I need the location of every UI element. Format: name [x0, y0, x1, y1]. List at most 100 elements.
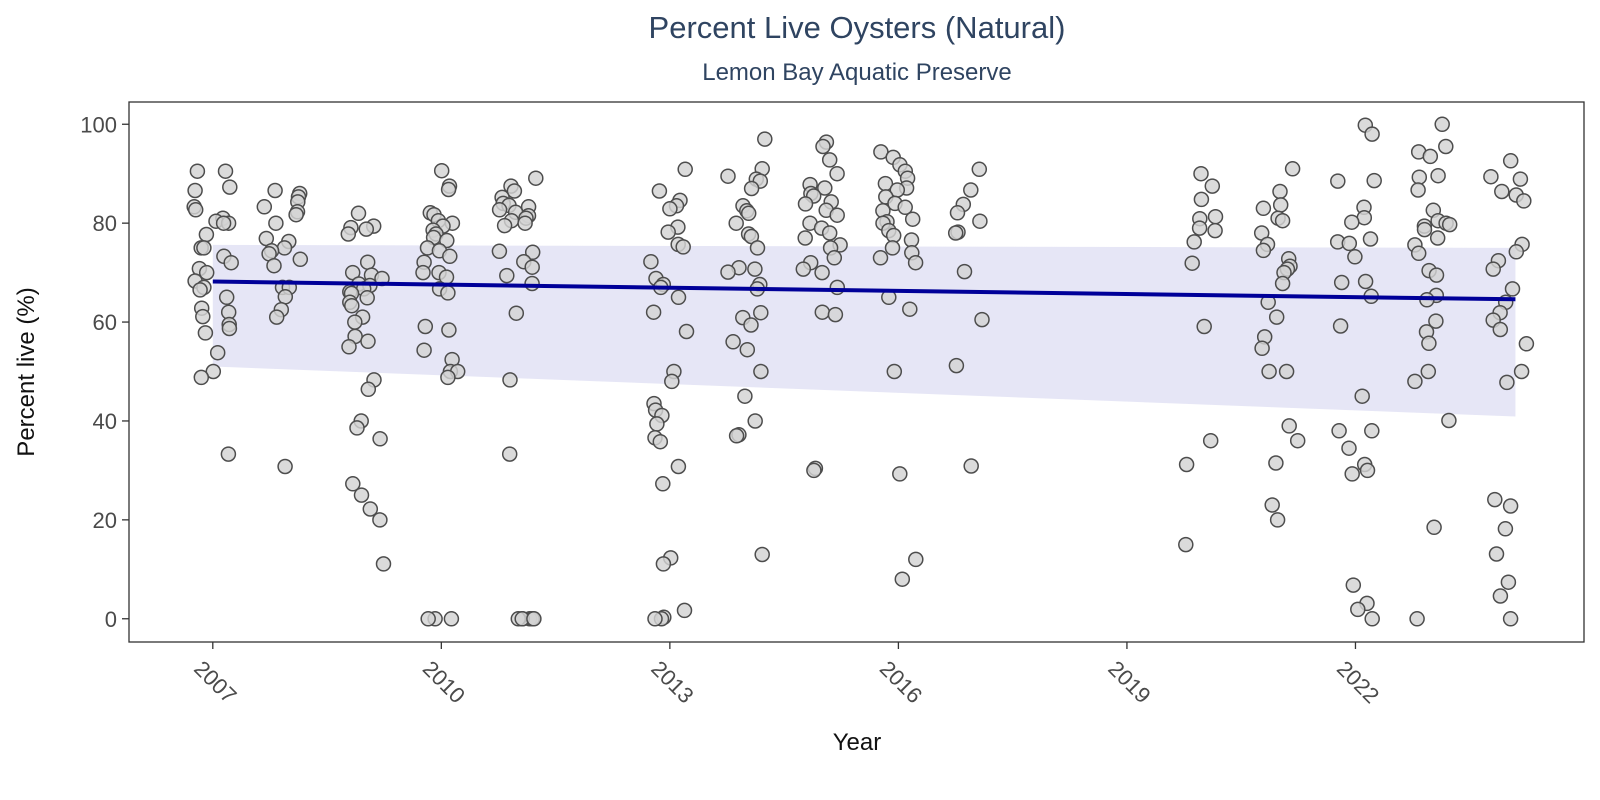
data-point [1512, 171, 1529, 187]
data-point [740, 205, 757, 222]
data-point [195, 308, 211, 325]
data-point [1364, 126, 1380, 142]
data-point [1508, 244, 1525, 260]
data-point [1502, 611, 1519, 627]
data-point [797, 196, 814, 212]
data-point [670, 458, 687, 475]
data-point [678, 323, 695, 340]
data-point [266, 257, 282, 274]
data-point [502, 372, 518, 388]
data-point [209, 344, 226, 361]
chart-title: Percent Live Oysters (Natural) [649, 10, 1066, 45]
data-point [743, 317, 759, 333]
data-point [1410, 182, 1426, 198]
data-point [1193, 191, 1210, 208]
data-point [353, 487, 370, 503]
data-point [349, 420, 365, 436]
data-point [524, 244, 541, 261]
data-point [417, 318, 434, 335]
data-point [814, 304, 831, 320]
data-point [1362, 231, 1379, 247]
data-point [277, 289, 294, 305]
data-point [1516, 193, 1532, 209]
data-point [440, 181, 457, 198]
data-point [817, 180, 833, 196]
data-point [506, 183, 523, 199]
data-point [1178, 536, 1194, 553]
data-point [416, 342, 432, 358]
data-point [747, 413, 763, 429]
data-point [1255, 200, 1272, 217]
data-point [1410, 245, 1427, 262]
data-point [1494, 183, 1510, 200]
x-tick-label: 2007 [189, 656, 241, 708]
data-point [256, 199, 273, 215]
data-point [907, 254, 924, 271]
data-point [652, 433, 669, 450]
data-point [1483, 168, 1499, 185]
data-point [1344, 214, 1360, 230]
data-point [345, 476, 361, 492]
data-point [948, 357, 965, 374]
data-point [1438, 138, 1454, 155]
data-point [440, 369, 456, 386]
data-point [675, 239, 691, 255]
data-point [903, 232, 920, 248]
x-axis-title: Year [833, 729, 882, 756]
data-point [1434, 116, 1450, 133]
data-point [1268, 309, 1285, 325]
y-tick-label: 20 [93, 508, 117, 533]
data-point [442, 248, 458, 265]
data-point [821, 152, 838, 168]
data-point [198, 226, 215, 243]
data-point [359, 290, 375, 306]
data-point [1289, 432, 1306, 449]
data-point [420, 611, 436, 627]
data-point [360, 333, 376, 350]
data-point [664, 373, 680, 390]
data-point [651, 183, 668, 199]
data-point [1196, 318, 1212, 335]
data-point [757, 131, 773, 147]
data-point [1255, 242, 1272, 259]
data-point [1416, 221, 1433, 238]
data-point [215, 215, 232, 231]
data-point [1499, 374, 1515, 391]
x-tick-label: 2022 [1332, 656, 1384, 708]
data-point [829, 165, 845, 182]
data-point [676, 602, 693, 619]
data-point [1345, 577, 1362, 593]
data-point [1341, 235, 1358, 252]
data-point [1518, 336, 1535, 352]
data-point [662, 201, 678, 217]
data-point [1502, 498, 1519, 514]
data-point [268, 215, 284, 231]
data-point [496, 217, 513, 234]
data-point [892, 466, 908, 482]
data-point [1333, 274, 1350, 291]
data-point [1364, 423, 1380, 439]
data-point [1497, 521, 1514, 537]
data-point [743, 180, 760, 197]
data-point [491, 243, 508, 260]
x-tick-label: 2013 [646, 656, 698, 708]
x-tick-label: 2010 [418, 656, 470, 708]
data-point [433, 162, 450, 179]
data-point [1428, 267, 1445, 283]
data-point [1191, 220, 1208, 236]
data-point [499, 267, 515, 284]
data-point [1268, 455, 1284, 471]
data-point [362, 501, 379, 517]
data-point [189, 163, 206, 179]
data-point [1331, 423, 1347, 439]
data-point [508, 305, 525, 321]
y-tick-label: 100 [80, 112, 117, 137]
data-point [1178, 456, 1195, 473]
data-point [526, 611, 542, 627]
data-point [1284, 161, 1301, 177]
data-point [904, 211, 921, 227]
data-point [815, 138, 831, 155]
data-point [643, 253, 659, 270]
data-point [1272, 197, 1289, 213]
data-point [670, 289, 687, 306]
